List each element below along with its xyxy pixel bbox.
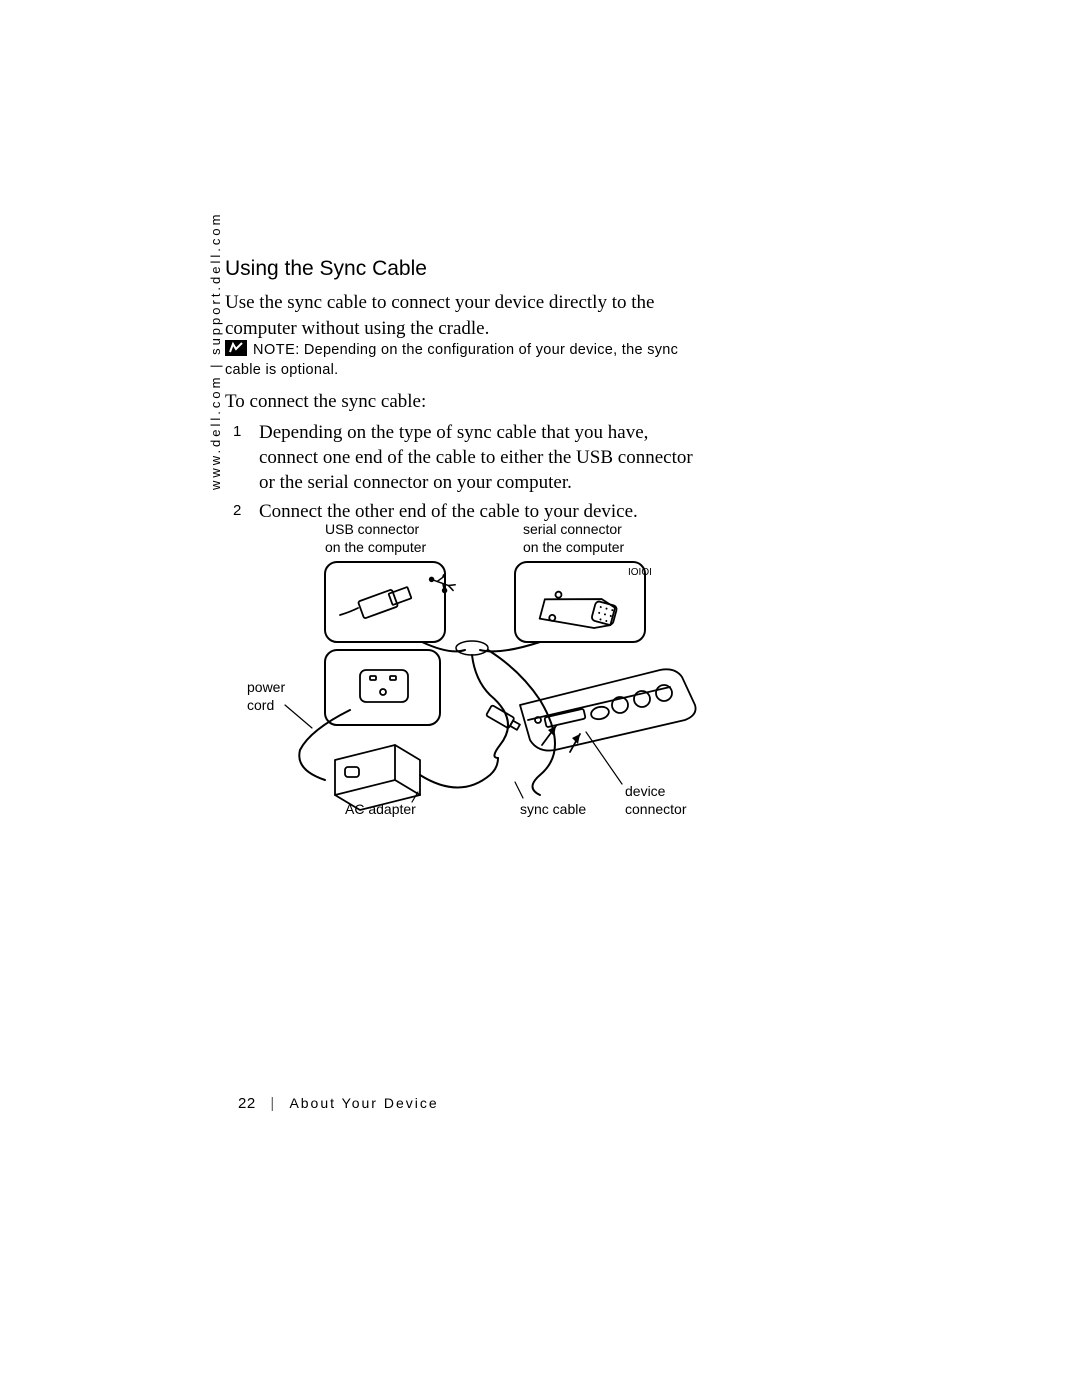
note-block: NOTE: Depending on the configuration of … [225, 340, 705, 380]
label-serial-connector: serial connector on the computer [523, 520, 624, 556]
section-heading: Using the Sync Cable [225, 257, 427, 281]
label-sync-cable: sync cable [520, 800, 586, 818]
intro-paragraph: Use the sync cable to connect your devic… [225, 290, 705, 342]
note-icon [225, 340, 247, 356]
sidebar-url-text: www.dell.com | support.dell.com [208, 212, 223, 490]
label-ac-adapter: AC adapter [345, 800, 416, 818]
footer-divider: | [270, 1095, 274, 1112]
sync-cable-diagram: USB connector on the computer serial con… [240, 520, 740, 840]
step-text: Depending on the type of sync cable that… [259, 420, 704, 495]
step-1: 1 Depending on the type of sync cable th… [233, 420, 708, 495]
step-number: 2 [233, 499, 255, 519]
label-usb-connector: USB connector on the computer [325, 520, 426, 556]
page-number: 22 [238, 1095, 256, 1112]
svg-text:IOIOI: IOIOI [628, 567, 652, 578]
document-page: www.dell.com | support.dell.com Using th… [0, 0, 1080, 1397]
label-power-cord: power cord [247, 678, 285, 714]
step-number: 1 [233, 420, 255, 440]
to-connect-text: To connect the sync cable: [225, 391, 426, 413]
label-device-connector: device connector [625, 782, 686, 818]
note-label: NOTE: [253, 342, 300, 358]
footer-section-title: About Your Device [289, 1095, 438, 1111]
page-footer: 22 | About Your Device [238, 1095, 439, 1112]
